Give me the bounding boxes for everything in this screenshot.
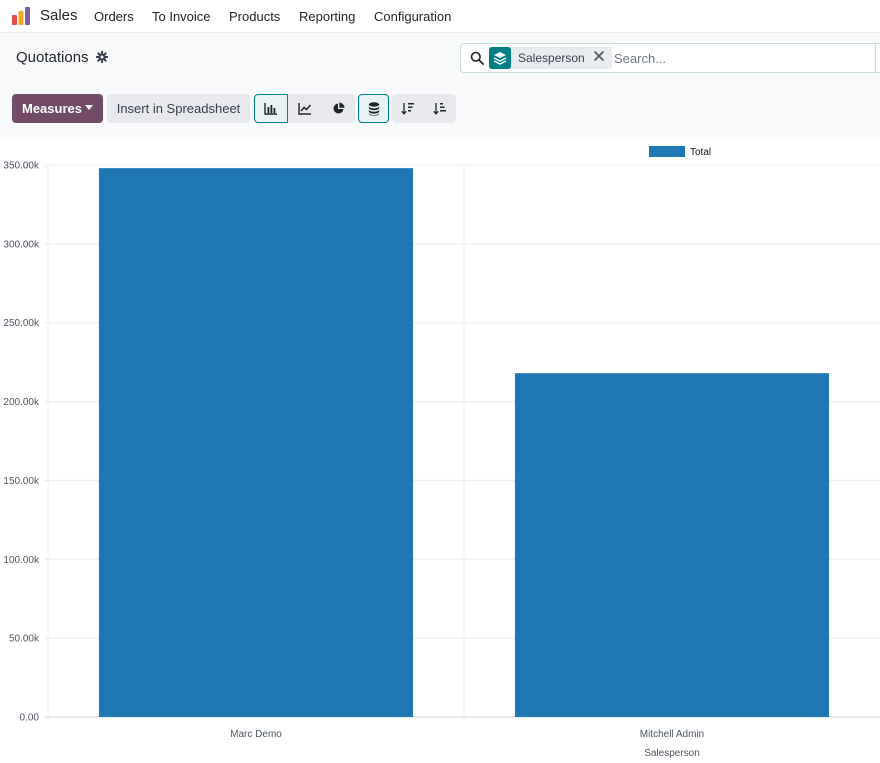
y-tick-label: 0.00: [20, 713, 40, 724]
legend-label[interactable]: Total: [690, 147, 711, 158]
x-tick-label: Marc Demo: [230, 729, 282, 740]
menu-reporting[interactable]: Reporting: [299, 9, 356, 24]
gear-icon[interactable]: [96, 51, 108, 63]
menu-to-invoice[interactable]: To Invoice: [152, 9, 211, 24]
bar-mitchell-admin[interactable]: [514, 373, 830, 717]
y-tick-label: 150.00k: [3, 476, 40, 487]
bar-marc-demo[interactable]: [98, 168, 414, 717]
pie-chart-button[interactable]: [322, 94, 355, 123]
bar-chart: 0.00 50.00k 100.00k 150.00k 200.00k 250.00k 30…: [3, 146, 880, 759]
menu-configuration[interactable]: Configuration: [374, 9, 452, 24]
sales-app-icon[interactable]: [11, 6, 31, 26]
y-tick-label: 250.00k: [3, 318, 40, 329]
layers-icon: [489, 47, 511, 69]
y-tick-label: 300.00k: [3, 239, 40, 250]
x-axis-title: Salesperson: [644, 748, 700, 759]
app-name[interactable]: Sales: [40, 7, 78, 24]
line-chart-button[interactable]: [288, 94, 322, 123]
database-icon: [368, 101, 379, 116]
y-tick-label: 200.00k: [3, 397, 40, 408]
pie-chart-icon: [333, 102, 345, 114]
insert-spreadsheet-label: Insert in Spreadsheet: [116, 101, 241, 116]
search-input[interactable]: [614, 49, 872, 67]
legend-swatch[interactable]: [649, 146, 685, 157]
menu-orders[interactable]: Orders: [94, 9, 134, 24]
stacked-button[interactable]: [358, 94, 389, 123]
sort-descending-icon: [401, 103, 414, 115]
bar-chart-icon: [264, 102, 277, 115]
close-icon[interactable]: [594, 51, 604, 61]
y-tick-label: 100.00k: [3, 555, 40, 566]
menu-products[interactable]: Products: [229, 9, 281, 24]
search-divider: [875, 43, 876, 73]
line-chart-icon: [298, 102, 312, 115]
search-facet[interactable]: [489, 47, 612, 69]
y-tick-label: 350.00k: [3, 161, 40, 172]
breadcrumb[interactable]: Quotations: [16, 49, 89, 66]
sort-descending-button[interactable]: [392, 94, 424, 123]
top-navbar: Sales Orders To Invoice Products Reporti…: [0, 0, 880, 32]
bar-chart-button[interactable]: [254, 94, 288, 123]
insert-spreadsheet-button[interactable]: Insert in Spreadsheet: [107, 94, 250, 123]
x-tick-label: Mitchell Admin: [640, 729, 704, 740]
caret-down-icon: [85, 105, 93, 110]
sort-ascending-button[interactable]: [424, 94, 456, 123]
facet-label: Salesperson: [518, 51, 585, 65]
search-icon[interactable]: [470, 51, 484, 65]
sort-ascending-icon: [433, 103, 446, 115]
measures-label: Measures: [22, 101, 82, 116]
y-tick-label: 50.00k: [9, 634, 40, 645]
